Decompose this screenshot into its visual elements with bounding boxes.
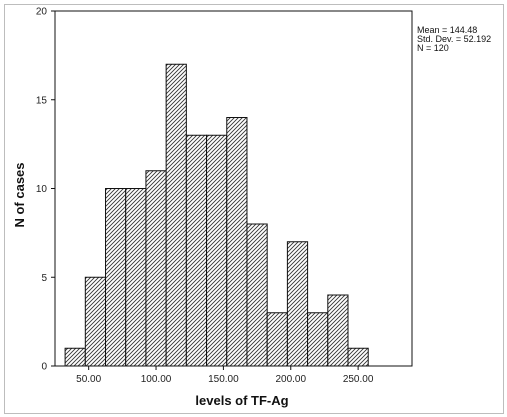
bars-layer (64, 63, 369, 367)
histogram-bar-14 (347, 347, 369, 367)
histogram-bar-0 (64, 347, 86, 367)
histogram-bar-1 (84, 276, 107, 367)
y-tick-label-4: 20 (36, 7, 48, 18)
x-tick-label-1: 100.00 (141, 374, 172, 385)
stats-mean: Mean = 144.48 (417, 25, 478, 35)
x-tick-label-0: 50.00 (76, 374, 101, 385)
x-tick-label-3: 200.00 (275, 374, 306, 385)
histogram-bar-4 (145, 170, 167, 367)
stats-std-dev: Std. Dev. = 52.192 (417, 34, 492, 44)
x-tick-label-4: 250.00 (343, 374, 374, 385)
histogram-bar-9 (246, 223, 268, 367)
histogram-bar-11 (286, 241, 309, 367)
y-tick-label-1: 5 (41, 273, 47, 284)
stats-box: Mean = 144.48 Std. Dev. = 52.192 N = 120 (417, 26, 491, 53)
y-tick-label-2: 10 (36, 184, 48, 195)
histogram-bar-3 (125, 188, 147, 367)
y-tick-label-3: 15 (36, 95, 48, 106)
y-tick-label-0: 0 (41, 362, 47, 373)
x-tick-label-2: 150.00 (208, 374, 239, 385)
histogram-bar-12 (307, 312, 329, 367)
x-axis-title: levels of TF-Ag (195, 393, 288, 408)
stats-n: N = 120 (417, 43, 449, 53)
histogram-bar-7 (206, 134, 228, 367)
histogram-bar-13 (327, 294, 349, 367)
histogram-bar-6 (185, 134, 208, 367)
histogram-bar-5 (165, 63, 187, 367)
histogram-bar-8 (226, 117, 248, 367)
y-axis-title: N of cases (12, 162, 27, 227)
axes-layer: 0 5 10 15 20 50.00 100.00 150.00 200.00 250.00 (36, 7, 413, 385)
histogram-bar-10 (266, 312, 288, 367)
histogram-bar-2 (105, 188, 127, 367)
